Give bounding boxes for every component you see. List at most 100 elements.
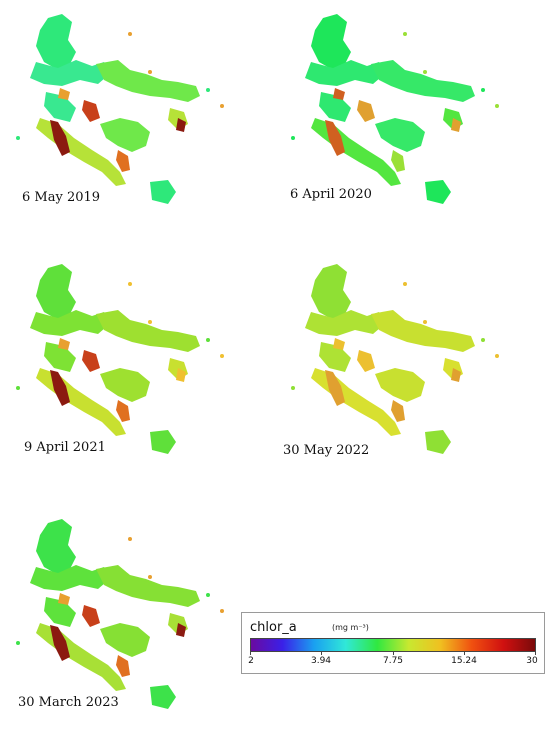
tick-label-2: 3.94 <box>310 656 332 666</box>
water-pixel <box>16 641 20 645</box>
high-chlorophyll-patch <box>82 100 100 122</box>
water-pixel <box>495 104 499 108</box>
reservoir-arm <box>305 60 387 86</box>
high-chlorophyll-patch <box>116 150 130 172</box>
water-pixel <box>403 32 407 36</box>
reservoir-arm <box>319 342 351 372</box>
reservoir-arm <box>100 623 150 657</box>
water-pixel <box>128 537 132 541</box>
tick-mark <box>321 652 322 655</box>
water-pixel <box>220 609 224 613</box>
water-pixel <box>206 88 210 92</box>
water-pixel <box>128 282 132 286</box>
legend-unit: (mg m⁻³) <box>332 623 369 632</box>
map-panel-2021: 9 April 2021 <box>0 250 275 480</box>
water-pixel <box>481 338 485 342</box>
reservoir-map-2023 <box>16 519 224 709</box>
reservoir-map-2019 <box>16 14 224 204</box>
water-pixel <box>16 136 20 140</box>
tick-mark <box>535 652 536 655</box>
tick-mark <box>393 652 394 655</box>
reservoir-water <box>291 264 499 454</box>
map-panel-2020: 6 April 2020 <box>275 0 550 235</box>
reservoir-arm <box>44 342 76 372</box>
high-chlorophyll-patch <box>50 370 70 406</box>
high-chlorophyll-patch <box>50 625 70 661</box>
reservoir-arm <box>150 430 176 454</box>
water-pixel <box>148 575 152 579</box>
water-pixel <box>220 104 224 108</box>
reservoir-arm <box>371 310 475 352</box>
map-panel-2023: 30 March 2023 <box>0 505 275 735</box>
tick-mark <box>464 652 465 655</box>
reservoir-arm <box>100 368 150 402</box>
reservoir-arm <box>44 597 76 627</box>
tick-label-max: 30 <box>526 656 538 666</box>
water-pixel <box>148 320 152 324</box>
reservoir-arm <box>311 264 351 320</box>
high-chlorophyll-patch <box>357 350 375 372</box>
high-chlorophyll-patch <box>451 118 461 132</box>
water-pixel <box>128 32 132 36</box>
high-chlorophyll-patch <box>116 655 130 677</box>
reservoir-arm <box>375 118 425 152</box>
tick-label-min: 2 <box>248 656 254 666</box>
high-chlorophyll-patch <box>58 88 70 100</box>
tick-mark <box>250 652 251 655</box>
high-chlorophyll-patch <box>58 338 70 350</box>
water-pixel <box>206 593 210 597</box>
water-pixel <box>291 136 295 140</box>
reservoir-arm <box>319 92 351 122</box>
reservoir-arm <box>44 92 76 122</box>
high-chlorophyll-patch <box>391 150 405 172</box>
reservoir-water <box>16 519 224 709</box>
color-legend: chlor_a (mg m⁻³) 2 3.94 7.75 15.24 30 <box>241 612 545 674</box>
tick-label-3: 7.75 <box>382 656 404 666</box>
date-label-2023: 30 March 2023 <box>18 695 119 710</box>
map-panel-2022: 30 May 2022 <box>275 250 550 480</box>
color-scale-bar <box>250 638 536 652</box>
high-chlorophyll-patch <box>176 623 186 637</box>
water-pixel <box>481 88 485 92</box>
high-chlorophyll-patch <box>82 350 100 372</box>
reservoir-arm <box>375 368 425 402</box>
reservoir-arm <box>30 310 112 336</box>
reservoir-arm <box>30 565 112 591</box>
reservoir-water <box>16 264 224 454</box>
water-pixel <box>291 386 295 390</box>
reservoir-arm <box>30 60 112 86</box>
reservoir-water <box>291 14 499 204</box>
reservoir-arm <box>150 180 176 204</box>
high-chlorophyll-patch <box>50 120 70 156</box>
tick-label-4: 15.24 <box>451 656 477 666</box>
high-chlorophyll-patch <box>357 100 375 122</box>
reservoir-arm <box>100 118 150 152</box>
date-label-2019: 6 May 2019 <box>22 190 101 205</box>
high-chlorophyll-patch <box>116 400 130 422</box>
date-label-2022: 30 May 2022 <box>283 443 370 458</box>
high-chlorophyll-patch <box>58 593 70 605</box>
reservoir-arm <box>36 519 76 575</box>
reservoir-arm <box>371 60 475 102</box>
high-chlorophyll-patch <box>325 120 345 156</box>
water-pixel <box>16 386 20 390</box>
water-pixel <box>148 70 152 74</box>
date-label-2020: 6 April 2020 <box>290 187 372 202</box>
reservoir-arm <box>36 14 76 70</box>
reservoir-arm <box>311 14 351 70</box>
reservoir-arm <box>425 180 451 204</box>
water-pixel <box>403 282 407 286</box>
high-chlorophyll-patch <box>391 400 405 422</box>
reservoir-arm <box>96 310 200 352</box>
high-chlorophyll-patch <box>333 338 345 350</box>
reservoir-map-2020 <box>291 14 499 204</box>
reservoir-arm <box>305 310 387 336</box>
water-pixel <box>206 338 210 342</box>
reservoir-map-2021 <box>16 264 224 454</box>
reservoir-map-2022 <box>291 264 499 454</box>
high-chlorophyll-patch <box>176 118 186 132</box>
water-pixel <box>423 70 427 74</box>
map-panel-2019: 6 May 2019 <box>0 0 275 235</box>
reservoir-arm <box>96 565 200 607</box>
reservoir-arm <box>36 264 76 320</box>
